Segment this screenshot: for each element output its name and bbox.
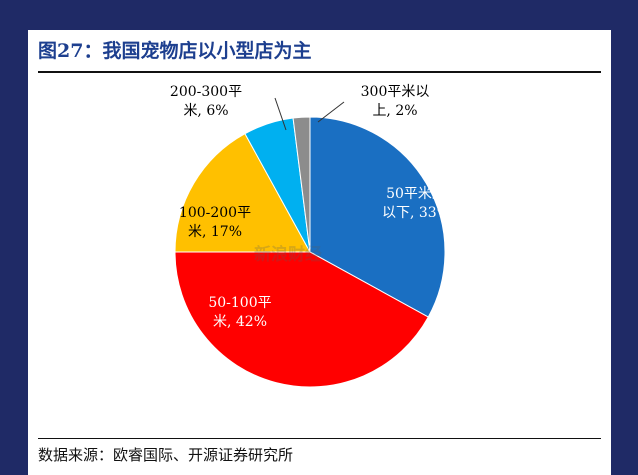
source-rule bbox=[38, 438, 601, 439]
leader-line bbox=[317, 101, 345, 123]
slice-label: 50平米及以下, 33% bbox=[382, 186, 450, 221]
slice-label: 100-200平米, 17% bbox=[179, 205, 251, 240]
leader-line bbox=[274, 97, 287, 131]
title-rule bbox=[38, 71, 601, 73]
pie-slice bbox=[174, 251, 429, 388]
slice-label: 50-100平米, 42% bbox=[208, 295, 271, 330]
chart-title: 图27：我国宠物店以小型店为主 bbox=[38, 40, 312, 62]
pie-chart: 50平米及以下, 33% 50-100平米, 42% 100-200平米, 17% 2… bbox=[170, 84, 450, 388]
pie-slice bbox=[174, 133, 311, 253]
pie-slice bbox=[292, 116, 311, 253]
slice-label: 300平米以上, 2% bbox=[361, 84, 430, 119]
pie-slice bbox=[309, 116, 446, 318]
source-note: 数据来源：欧睿国际、开源证券研究所 bbox=[38, 446, 294, 464]
slice-label: 200-300平米, 6% bbox=[170, 84, 242, 119]
chart-panel: 图27：我国宠物店以小型店为主 50平米及以下, 33% 50-100平米, 42… bbox=[28, 30, 611, 475]
watermark-text: 新浪财经 bbox=[254, 245, 322, 265]
